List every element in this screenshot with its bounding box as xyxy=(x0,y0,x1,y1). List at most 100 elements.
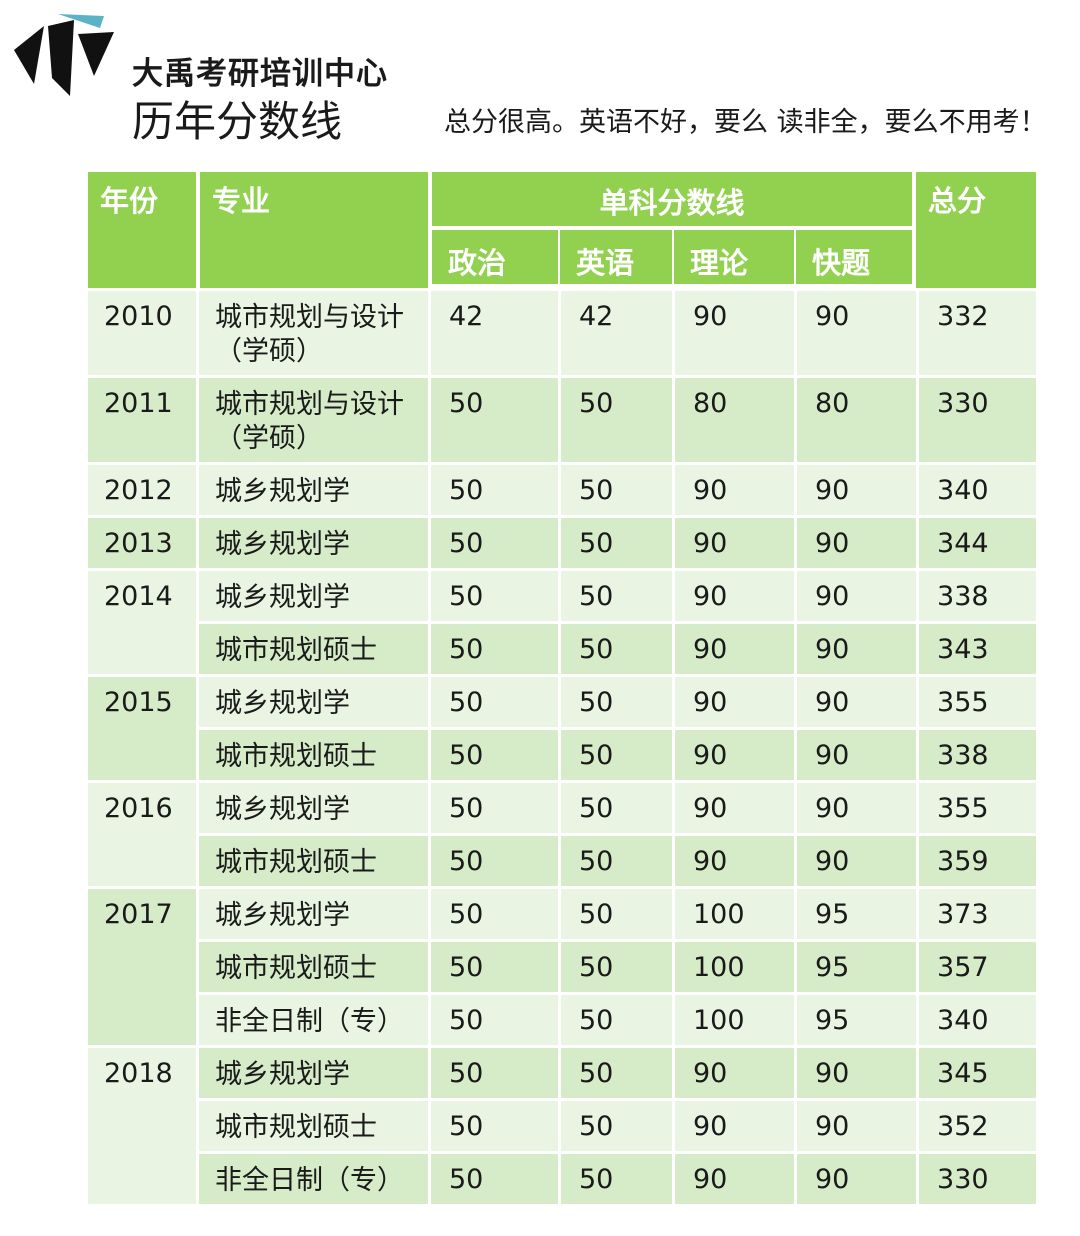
cell-english: 50 xyxy=(558,1098,672,1151)
cell-sketch: 90 xyxy=(794,1151,917,1204)
cell-theory: 80 xyxy=(672,375,794,462)
cell-english: 50 xyxy=(558,833,672,886)
cell-major: 城乡规划学 xyxy=(196,674,428,727)
cell-sketch: 95 xyxy=(794,992,917,1045)
header-theory: 理论 xyxy=(672,230,794,288)
cell-english: 50 xyxy=(558,780,672,833)
cell-theory: 100 xyxy=(672,939,794,992)
cell-theory: 90 xyxy=(672,568,794,621)
cell-total: 355 xyxy=(916,780,1037,833)
cell-total: 330 xyxy=(916,1151,1037,1204)
cell-total: 338 xyxy=(916,727,1037,780)
cell-politics: 50 xyxy=(428,939,558,992)
header-total: 总分 xyxy=(916,172,1037,288)
cell-major: 城市规划与设计（学硕） xyxy=(196,288,428,375)
table-row: 2018 城乡规划学 50 50 90 90 345 xyxy=(88,1045,1037,1204)
cell-theory: 100 xyxy=(672,992,794,1045)
cell-sketch: 90 xyxy=(794,621,917,674)
cell-year: 2010 xyxy=(88,288,196,375)
cell-theory: 100 xyxy=(672,886,794,939)
table-row: 2015 城乡规划学 50 50 90 90 355 xyxy=(88,674,1037,780)
page-title: 历年分数线 xyxy=(132,97,343,146)
cell-sketch: 95 xyxy=(794,939,917,992)
cell-sketch: 90 xyxy=(794,1098,917,1151)
cell-politics: 50 xyxy=(428,621,558,674)
dayu-logo-icon xyxy=(14,14,114,96)
cell-total: 340 xyxy=(916,462,1037,515)
cell-total: 355 xyxy=(916,674,1037,727)
cell-sketch: 90 xyxy=(794,288,917,375)
cell-major: 非全日制（专） xyxy=(196,1151,428,1204)
table-row: 城市规划硕士 50 50 100 95 357 xyxy=(88,939,1037,992)
tagline: 总分很高。英语不好，要么 读非全，要么不用考！ xyxy=(444,107,1047,138)
cell-english: 50 xyxy=(558,621,672,674)
header-subject-group: 单科分数线 xyxy=(428,172,917,230)
cell-major: 城乡规划学 xyxy=(196,568,428,621)
cell-major: 城市规划与设计（学硕） xyxy=(196,375,428,462)
cell-politics: 50 xyxy=(428,886,558,939)
cell-major: 城市规划硕士 xyxy=(196,833,428,886)
cell-english: 50 xyxy=(558,375,672,462)
cell-theory: 90 xyxy=(672,515,794,568)
cell-politics: 50 xyxy=(428,727,558,780)
header-politics: 政治 xyxy=(428,230,558,288)
cell-major: 非全日制（专） xyxy=(196,992,428,1045)
cell-total: 340 xyxy=(916,992,1037,1045)
cell-politics: 50 xyxy=(428,462,558,515)
cell-english: 50 xyxy=(558,515,672,568)
cell-politics: 50 xyxy=(428,1098,558,1151)
cell-theory: 90 xyxy=(672,621,794,674)
cell-major: 城乡规划学 xyxy=(196,515,428,568)
table-row: 城市规划硕士 50 50 90 90 338 xyxy=(88,727,1037,780)
cell-total: 338 xyxy=(916,568,1037,621)
cell-year: 2012 xyxy=(88,462,196,515)
cell-sketch: 90 xyxy=(794,568,917,621)
cell-major: 城乡规划学 xyxy=(196,1045,428,1098)
table-row: 城市规划硕士 50 50 90 90 352 xyxy=(88,1098,1037,1151)
cell-total: 332 xyxy=(916,288,1037,375)
table-row: 城市规划硕士 50 50 90 90 359 xyxy=(88,833,1037,886)
cell-year: 2018 xyxy=(88,1045,196,1204)
cell-major: 城乡规划学 xyxy=(196,886,428,939)
cell-year: 2011 xyxy=(88,375,196,462)
cell-year: 2017 xyxy=(88,886,196,1045)
score-table-body: 2010 城市规划与设计（学硕） 42 42 90 90 332 2011 城市规划与设计（学硕… xyxy=(88,288,1037,1204)
cell-major: 城市规划硕士 xyxy=(196,939,428,992)
cell-theory: 90 xyxy=(672,1045,794,1098)
cell-politics: 50 xyxy=(428,515,558,568)
cell-total: 373 xyxy=(916,886,1037,939)
cell-politics: 50 xyxy=(428,674,558,727)
cell-sketch: 90 xyxy=(794,674,917,727)
cell-english: 50 xyxy=(558,1151,672,1204)
header-sketch: 快题 xyxy=(794,230,917,288)
cell-year: 2013 xyxy=(88,515,196,568)
cell-theory: 90 xyxy=(672,1151,794,1204)
cell-total: 330 xyxy=(916,375,1037,462)
cell-theory: 90 xyxy=(672,462,794,515)
cell-sketch: 90 xyxy=(794,515,917,568)
cell-sketch: 90 xyxy=(794,462,917,515)
cell-theory: 90 xyxy=(672,833,794,886)
cell-english: 50 xyxy=(558,462,672,515)
cell-major: 城乡规划学 xyxy=(196,462,428,515)
cell-theory: 90 xyxy=(672,674,794,727)
cell-total: 344 xyxy=(916,515,1037,568)
cell-sketch: 95 xyxy=(794,886,917,939)
cell-english: 50 xyxy=(558,886,672,939)
cell-politics: 50 xyxy=(428,375,558,462)
cell-major: 城乡规划学 xyxy=(196,780,428,833)
cell-politics: 50 xyxy=(428,780,558,833)
cell-major: 城市规划硕士 xyxy=(196,1098,428,1151)
cell-english: 50 xyxy=(558,1045,672,1098)
cell-english: 50 xyxy=(558,674,672,727)
cell-politics: 42 xyxy=(428,288,558,375)
org-name: 大禹考研培训中心 xyxy=(132,56,388,92)
header-year: 年份 xyxy=(88,172,196,288)
cell-total: 352 xyxy=(916,1098,1037,1151)
header-major: 专业 xyxy=(196,172,428,288)
cell-total: 357 xyxy=(916,939,1037,992)
cell-major: 城市规划硕士 xyxy=(196,621,428,674)
cell-english: 50 xyxy=(558,992,672,1045)
header-english: 英语 xyxy=(558,230,672,288)
table-row: 2010 城市规划与设计（学硕） 42 42 90 90 332 xyxy=(88,288,1037,375)
